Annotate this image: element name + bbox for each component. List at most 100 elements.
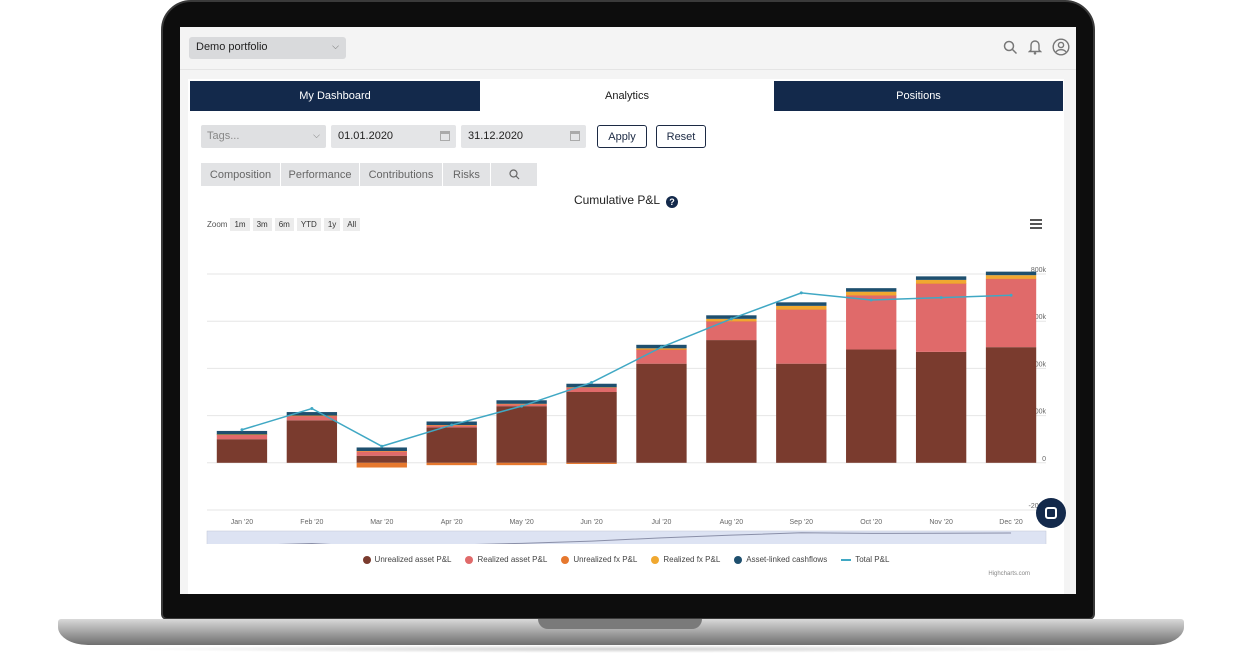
app-screen: Demo portfolio ⌵ My Dashboard Analytics … bbox=[180, 27, 1076, 594]
zoom-label: Zoom bbox=[207, 220, 228, 229]
chart-menu-icon[interactable] bbox=[1030, 219, 1042, 229]
calendar-icon[interactable] bbox=[440, 131, 450, 141]
portfolio-select[interactable]: Demo portfolio ⌵ bbox=[189, 37, 346, 59]
bar-segment bbox=[985, 275, 1037, 279]
help-icon[interactable]: ? bbox=[666, 196, 679, 208]
x-tick-label: Feb '20 bbox=[300, 519, 323, 526]
bar-segment bbox=[915, 279, 967, 284]
apply-button[interactable]: Apply bbox=[597, 125, 647, 148]
bar-segment bbox=[846, 295, 897, 296]
zoom-all-button[interactable]: All bbox=[343, 218, 361, 231]
bar-segment bbox=[985, 278, 1037, 280]
legend-marker bbox=[841, 558, 852, 561]
bar-segment bbox=[636, 348, 687, 350]
bar-segment bbox=[566, 462, 617, 464]
bar-segment bbox=[356, 451, 407, 452]
bar-segment bbox=[566, 387, 617, 392]
bar-segment bbox=[915, 283, 967, 352]
top-bar: Demo portfolio ⌵ bbox=[180, 27, 1076, 70]
tags-select[interactable]: Tags... ⌵ bbox=[201, 125, 326, 148]
calendar-icon[interactable] bbox=[570, 131, 580, 141]
start-date-input[interactable]: 01.01.2020 bbox=[331, 125, 456, 148]
x-tick-label: Oct '20 bbox=[860, 519, 882, 526]
total-pnl-point bbox=[799, 291, 803, 295]
bar-segment bbox=[566, 387, 617, 388]
bar-segment bbox=[496, 403, 547, 405]
zoom-6m-button[interactable]: 6m bbox=[274, 218, 294, 231]
zoom-1y-button[interactable]: 1y bbox=[323, 218, 341, 231]
bar-segment bbox=[216, 434, 268, 440]
user-icon[interactable] bbox=[1052, 38, 1070, 56]
total-pnl-line bbox=[241, 292, 1012, 448]
bar-segment bbox=[846, 288, 897, 292]
legend-item[interactable]: Realized asset P&L bbox=[465, 555, 547, 564]
total-pnl-point bbox=[450, 423, 454, 427]
bar-segment bbox=[496, 462, 547, 466]
legend-label: Total P&L bbox=[855, 555, 890, 564]
x-tick-label: Apr '20 bbox=[441, 519, 463, 526]
chart-title: Cumulative P&L? bbox=[188, 193, 1064, 208]
end-date-input[interactable]: 31.12.2020 bbox=[461, 125, 586, 148]
bar-segment bbox=[496, 406, 547, 463]
bar-segment bbox=[286, 415, 338, 417]
total-pnl-point bbox=[240, 428, 244, 432]
navigator-window bbox=[206, 530, 1047, 544]
legend-item[interactable]: Unrealized asset P&L bbox=[362, 555, 451, 564]
bar-segment bbox=[985, 271, 1037, 276]
legend-item[interactable]: Asset-linked cashflows bbox=[734, 555, 827, 564]
bar-segment bbox=[356, 462, 407, 468]
bar-segment bbox=[846, 295, 897, 350]
laptop-shadow bbox=[110, 645, 1130, 653]
chart-title-text: Cumulative P&L bbox=[573, 193, 661, 207]
bar-segment bbox=[426, 462, 477, 466]
subtab-contributions[interactable]: Contributions bbox=[360, 163, 442, 186]
subtab-performance[interactable]: Performance bbox=[281, 163, 359, 186]
search-icon[interactable] bbox=[1003, 40, 1018, 55]
legend-item[interactable]: Realized fx P&L bbox=[651, 555, 720, 564]
bar-segment bbox=[286, 415, 338, 421]
bar-segment bbox=[776, 309, 827, 364]
tab-analytics[interactable]: Analytics bbox=[480, 81, 774, 111]
zoom-3m-button[interactable]: 3m bbox=[252, 218, 272, 231]
bar-segment bbox=[566, 392, 617, 463]
zoom-ytd-button[interactable]: YTD bbox=[296, 218, 321, 231]
total-pnl-point bbox=[939, 296, 943, 300]
zoom-1m-button[interactable]: 1m bbox=[230, 218, 250, 231]
subtab-risks[interactable]: Risks bbox=[443, 163, 490, 186]
chart-legend: Unrealized asset P&L Realized asset P&L … bbox=[188, 555, 1064, 564]
legend-label: Realized asset P&L bbox=[477, 555, 548, 564]
end-date-value: 31.12.2020 bbox=[468, 130, 524, 142]
y-tick-label: 0 bbox=[1042, 456, 1046, 463]
bar-segment bbox=[356, 447, 407, 451]
bell-icon[interactable] bbox=[1028, 39, 1042, 55]
portfolio-select-label: Demo portfolio bbox=[196, 41, 268, 53]
bar-segment bbox=[286, 412, 338, 416]
bar-segment bbox=[846, 349, 897, 463]
search-icon bbox=[508, 169, 519, 180]
tab-my-dashboard[interactable]: My Dashboard bbox=[190, 81, 480, 111]
tab-positions[interactable]: Positions bbox=[774, 81, 1063, 111]
bar-segment bbox=[636, 363, 687, 463]
y-tick-label: 800k bbox=[1031, 267, 1047, 274]
subtab-composition[interactable]: Composition bbox=[201, 163, 280, 186]
bar-segment bbox=[776, 302, 827, 306]
total-pnl-point bbox=[590, 381, 594, 385]
bar-segment bbox=[216, 439, 268, 463]
bar-segment bbox=[706, 321, 757, 341]
x-tick-label: May '20 bbox=[509, 519, 533, 526]
bar-segment bbox=[776, 363, 827, 463]
y-tick-label: 400k bbox=[1031, 361, 1047, 368]
bar-segment bbox=[706, 315, 757, 319]
bar-segment bbox=[356, 451, 407, 456]
legend-item[interactable]: Total P&L bbox=[841, 555, 889, 564]
legend-marker bbox=[561, 555, 570, 564]
total-pnl-point bbox=[1009, 293, 1013, 297]
subtab-search[interactable] bbox=[491, 163, 537, 186]
x-tick-label: Nov '20 bbox=[929, 519, 953, 526]
reset-button[interactable]: Reset bbox=[656, 125, 706, 148]
legend-item[interactable]: Unrealized fx P&L bbox=[561, 555, 637, 564]
chat-icon bbox=[1045, 507, 1057, 519]
chat-button[interactable] bbox=[1036, 498, 1066, 528]
analytics-subtabs: Composition Performance Contributions Ri… bbox=[201, 163, 537, 186]
